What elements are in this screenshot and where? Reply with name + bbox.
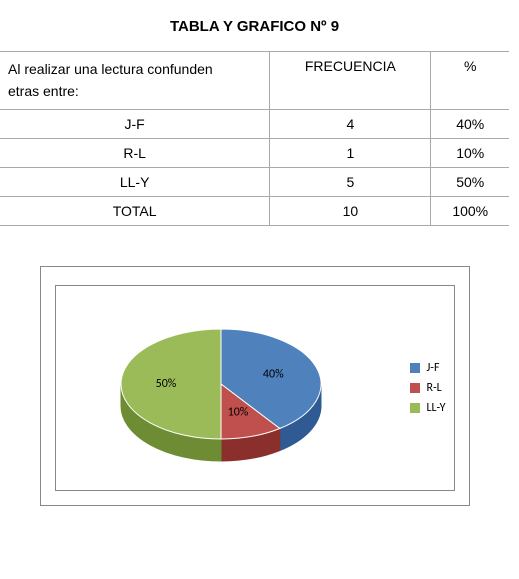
total-percent: 100% — [431, 196, 509, 225]
cell-category: R-L — [0, 138, 270, 167]
legend: J-F R-L LL-Y — [410, 355, 445, 421]
page: TABLA Y GRAFICO Nº 9 Al realizar una lec… — [0, 0, 519, 579]
cell-percent: 10% — [431, 138, 509, 167]
legend-item: LL-Y — [410, 401, 445, 415]
col-percent-header: % — [431, 52, 509, 110]
legend-swatch — [410, 403, 420, 413]
table-header-row: Al realizar una lectura confunden etras … — [0, 52, 509, 110]
table-row: J-F 4 40% — [0, 109, 509, 138]
cell-category: LL-Y — [0, 167, 270, 196]
legend-label: LL-Y — [426, 401, 445, 415]
cell-frequency: 5 — [270, 167, 431, 196]
data-table: Al realizar una lectura confunden etras … — [0, 51, 509, 226]
legend-label: J-F — [426, 361, 439, 375]
table-row: LL-Y 5 50% — [0, 167, 509, 196]
chart-plot-area: 40% 10% 50% J-F R-L LL-Y — [55, 285, 455, 491]
question-line1: Al realizar una lectura confunden — [8, 61, 213, 77]
table-total-row: TOTAL 10 100% — [0, 196, 509, 225]
page-title: TABLA Y GRAFICO Nº 9 — [0, 18, 509, 35]
cell-percent: 40% — [431, 109, 509, 138]
legend-swatch — [410, 383, 420, 393]
cell-percent: 50% — [431, 167, 509, 196]
question-cell: Al realizar una lectura confunden etras … — [0, 52, 270, 110]
legend-item: J-F — [410, 361, 445, 375]
svg-text:10%: 10% — [227, 405, 248, 419]
col-frequency-header: FRECUENCIA — [270, 52, 431, 110]
total-frequency: 10 — [270, 196, 431, 225]
question-line2: etras entre: — [8, 83, 79, 99]
total-label: TOTAL — [0, 196, 270, 225]
table-row: R-L 1 10% — [0, 138, 509, 167]
cell-frequency: 4 — [270, 109, 431, 138]
legend-swatch — [410, 363, 420, 373]
chart-container: 40% 10% 50% J-F R-L LL-Y — [40, 266, 470, 506]
svg-text:40%: 40% — [262, 367, 283, 381]
cell-frequency: 1 — [270, 138, 431, 167]
cell-category: J-F — [0, 109, 270, 138]
pie-chart: 40% 10% 50% — [106, 314, 336, 484]
legend-label: R-L — [426, 381, 441, 395]
svg-text:50%: 50% — [155, 377, 176, 391]
legend-item: R-L — [410, 381, 445, 395]
